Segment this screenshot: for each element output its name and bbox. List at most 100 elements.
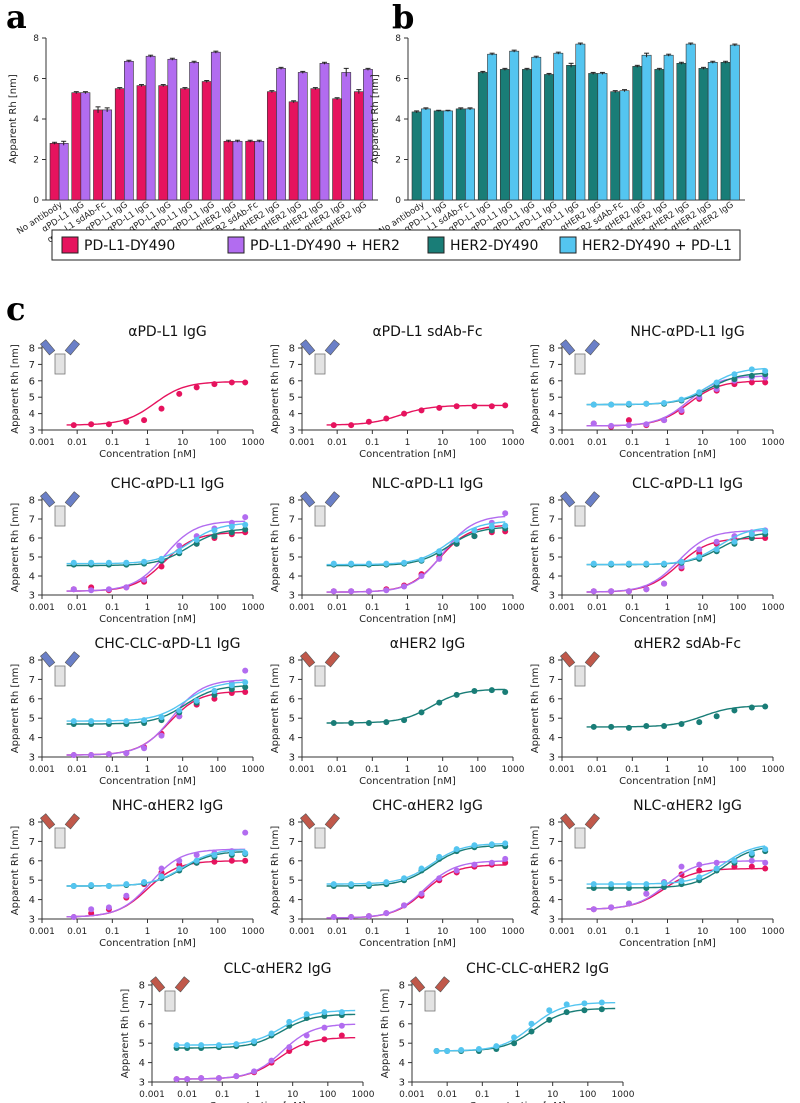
y-tick-label: 5 <box>289 876 295 887</box>
data-point-her2-dy490-pd-l1 <box>488 841 495 848</box>
x-tick-label: 0.01 <box>67 927 87 937</box>
x-tick-label: 0.01 <box>587 765 607 775</box>
data-point-pd-l1-dy490-her2 <box>105 904 112 911</box>
fit-curve-her2-dy490-pd-l1 <box>586 845 766 885</box>
x-axis-title: Concentration [nM] <box>359 614 456 625</box>
data-point-pd-l1-dy490-her2 <box>365 913 372 920</box>
y-tick-label: 7 <box>289 837 295 848</box>
bar-her2-dy490-pd-l1-nlc-her2-igg <box>685 43 696 201</box>
data-point-pd-l1-dy490-her2 <box>330 588 337 595</box>
data-point-pd-l1-dy490 <box>228 857 235 864</box>
data-point-her2-dy490-pd-l1 <box>453 536 460 543</box>
data-point-pd-l1-dy490-her2 <box>625 588 632 595</box>
data-point-pd-l1-dy490-her2 <box>678 863 685 870</box>
data-point-pd-l1-dy490-her2 <box>242 667 249 674</box>
y-tick-label: 4 <box>549 733 555 744</box>
y-axis-title: Apparent Rh [nm] <box>10 344 21 434</box>
plot-title: NLC-αHER2 IgG <box>633 798 742 814</box>
data-point-pd-l1-dy490-her2 <box>233 1073 240 1080</box>
antibody-arm-right-icon <box>64 339 80 356</box>
x-tick-label: 10 <box>437 438 449 448</box>
x-tick-label: 10 <box>547 1090 559 1100</box>
legend-swatch-her2-pdl1 <box>559 236 577 254</box>
x-tick-label: 1 <box>515 1090 521 1100</box>
x-tick-label: 10 <box>437 765 449 775</box>
y-axis-title: Apparent Rh [nm] <box>530 826 541 916</box>
data-point-her2-dy490-pd-l1 <box>748 531 755 538</box>
bar-pd-l1-dy490-her2-nhc-pd-l1-igg <box>124 60 134 201</box>
data-point-her2-dy490-pd-l1 <box>242 850 249 857</box>
data-point-pd-l1-dy490-her2 <box>661 580 668 587</box>
data-point-pd-l1-dy490-her2 <box>383 910 390 917</box>
antibody-icon <box>300 813 340 849</box>
data-point-her2-dy490 <box>471 533 478 540</box>
data-point-pd-l1-dy490-her2 <box>348 914 355 921</box>
x-tick-label: 10 <box>697 927 709 937</box>
bar-her2-dy490-pd-l1-clc-her2-igg <box>707 61 718 201</box>
data-point-her2-dy490-pd-l1 <box>365 560 372 567</box>
data-point-pd-l1-dy490 <box>762 865 769 872</box>
y-tick-label: 8 <box>549 818 555 829</box>
data-point-her2-dy490 <box>502 689 509 696</box>
bar-pd-l1-dy490-her2-pd-l1-sdab-fc <box>102 109 113 201</box>
data-point-her2-dy490-pd-l1 <box>193 697 200 704</box>
data-point-pd-l1-dy490-her2 <box>696 861 703 868</box>
data-point-her2-dy490-pd-l1 <box>678 396 685 403</box>
antibody-arm-left-icon <box>40 339 56 356</box>
data-point-her2-dy490-pd-l1 <box>471 527 478 534</box>
data-point-her2-dy490 <box>242 684 249 691</box>
fit-curve-her2-dy490-pd-l1 <box>66 523 246 565</box>
fit-curve-pd-l1-dy490-her2 <box>326 515 506 593</box>
y-tick-label: 4 <box>399 1058 405 1069</box>
y-tick-label: 4 <box>33 115 39 125</box>
data-point-pd-l1-dy490 <box>70 422 77 429</box>
data-point-her2-dy490-pd-l1 <box>678 878 685 885</box>
data-point-her2-dy490-pd-l1 <box>502 522 509 529</box>
x-tick-label: 100 <box>209 765 226 775</box>
y-axis-title: Apparent Rh [nm] <box>530 664 541 754</box>
antibody-icon <box>300 339 340 375</box>
x-tick-label: 0.1 <box>365 438 379 448</box>
data-point-her2-dy490 <box>453 691 460 698</box>
plot-title: CLC-αPD-L1 IgG <box>632 476 743 492</box>
y-tick-label: 3 <box>139 1078 145 1089</box>
data-point-her2-dy490-pd-l1 <box>418 865 425 872</box>
bar-pd-l1-dy490-her2-chc-pd-l1-igg <box>145 55 156 201</box>
y-tick-label: 7 <box>29 837 35 848</box>
bar-her2-dy490-pd-l1-chc-her2-igg <box>663 54 674 201</box>
data-point-her2-dy490-pd-l1 <box>303 1011 310 1018</box>
y-tick-label: 6 <box>139 1019 145 1030</box>
x-tick-label: 100 <box>729 438 746 448</box>
data-point-pd-l1-dy490 <box>123 418 130 425</box>
x-axis-title: Concentration [nM] <box>619 449 716 460</box>
data-point-pd-l1-dy490-her2 <box>471 861 478 868</box>
curve-panel-her2-igg: 3 4 5 6 7 8 0.001 0.01 0.1 1 10 100 1000 Concentratio… <box>270 636 525 787</box>
y-tick-label: 8 <box>33 34 39 44</box>
x-tick-label: 1 <box>405 603 411 613</box>
y-tick-label: 5 <box>549 876 555 887</box>
data-point-her2-dy490-pd-l1 <box>433 1047 440 1054</box>
bar-her2-dy490-her2-sdab-fc <box>610 91 621 201</box>
x-axis-title: Concentration [nM] <box>619 614 716 625</box>
bar-her2-dy490-nhc-pd-l1-igg <box>477 72 488 201</box>
data-point-her2-dy490-pd-l1 <box>88 882 95 889</box>
data-point-her2-dy490 <box>488 687 495 694</box>
data-point-her2-dy490-pd-l1 <box>158 555 165 562</box>
data-point-pd-l1-dy490 <box>228 379 235 386</box>
data-point-pd-l1-dy490-her2 <box>123 892 130 899</box>
x-tick-label: 0.01 <box>67 765 87 775</box>
data-point-pd-l1-dy490-her2 <box>678 407 685 414</box>
data-point-her2-dy490-pd-l1 <box>444 1047 451 1054</box>
antibody-fc-icon <box>314 353 326 375</box>
bar-pd-l1-dy490-her2-nhc-her2-igg <box>276 68 286 201</box>
data-point-her2-dy490-pd-l1 <box>233 1041 240 1048</box>
fit-curve-her2-dy490 <box>436 1007 616 1052</box>
x-tick-label: 0.1 <box>625 603 639 613</box>
y-tick-label: 6 <box>33 75 39 85</box>
data-point-pd-l1-dy490 <box>105 421 112 428</box>
data-point-pd-l1-dy490-her2 <box>321 1024 328 1031</box>
y-axis-title: Apparent Rh [nm] <box>270 503 281 593</box>
bar-her2-dy490-pd-l1-her2-sdab-fc <box>619 90 630 201</box>
curve-panel-nlc-her2-igg: 3 4 5 6 7 8 0.001 0.01 0.1 1 10 100 1000 Concentratio… <box>530 798 785 949</box>
data-point-her2-dy490 <box>643 722 650 729</box>
